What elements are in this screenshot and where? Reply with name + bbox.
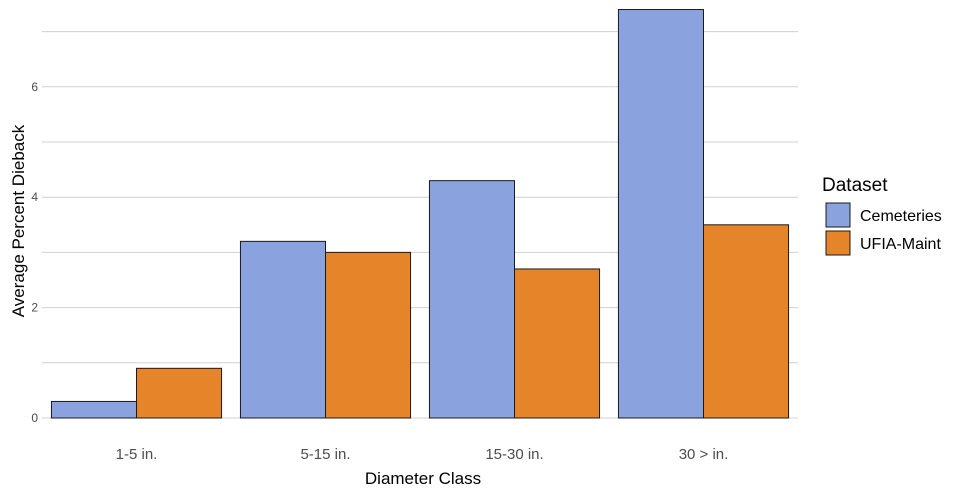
x-tick-label: 15-30 in. xyxy=(485,446,543,463)
bar-cemeteries-1 xyxy=(50,400,138,419)
bar-ufia-maint-1 xyxy=(136,367,223,419)
grid-lines xyxy=(42,31,798,419)
legend-swatch xyxy=(825,230,851,256)
y-tick-label: 6 xyxy=(31,80,38,94)
bar-cemeteries-2 xyxy=(239,240,326,419)
bars xyxy=(50,9,790,419)
bar-cemeteries-4 xyxy=(617,9,705,419)
x-tick-label: 5-15 in. xyxy=(300,446,350,463)
bar-ufia-maint-2 xyxy=(325,251,412,419)
y-tick-labels: 0 2 4 6 xyxy=(31,80,38,425)
x-tick-label: 30 > in. xyxy=(679,446,729,463)
x-axis-title: Diameter Class xyxy=(365,469,481,488)
x-tick-labels: 1-5 in. 5-15 in. 15-30 in. 30 > in. xyxy=(116,446,729,463)
bar-cemeteries-3 xyxy=(428,180,516,419)
bar-ufia-maint-4 xyxy=(703,224,790,419)
y-tick-label: 4 xyxy=(31,190,38,204)
y-tick-label: 0 xyxy=(31,411,38,425)
x-tick-label: 1-5 in. xyxy=(116,446,158,463)
legend-title: Dataset xyxy=(822,175,888,196)
y-tick-label: 2 xyxy=(31,301,38,315)
legend-swatch xyxy=(825,202,851,228)
bar-ufia-maint-3 xyxy=(514,268,601,419)
legend-label: Cemeteries xyxy=(860,208,942,225)
legend-label: UFIA-Maint xyxy=(860,236,941,253)
y-axis-title: Average Percent Dieback xyxy=(9,124,28,317)
legend: Dataset Cemeteries UFIA-Maint xyxy=(822,175,942,256)
legend-items: Cemeteries UFIA-Maint xyxy=(825,202,942,256)
